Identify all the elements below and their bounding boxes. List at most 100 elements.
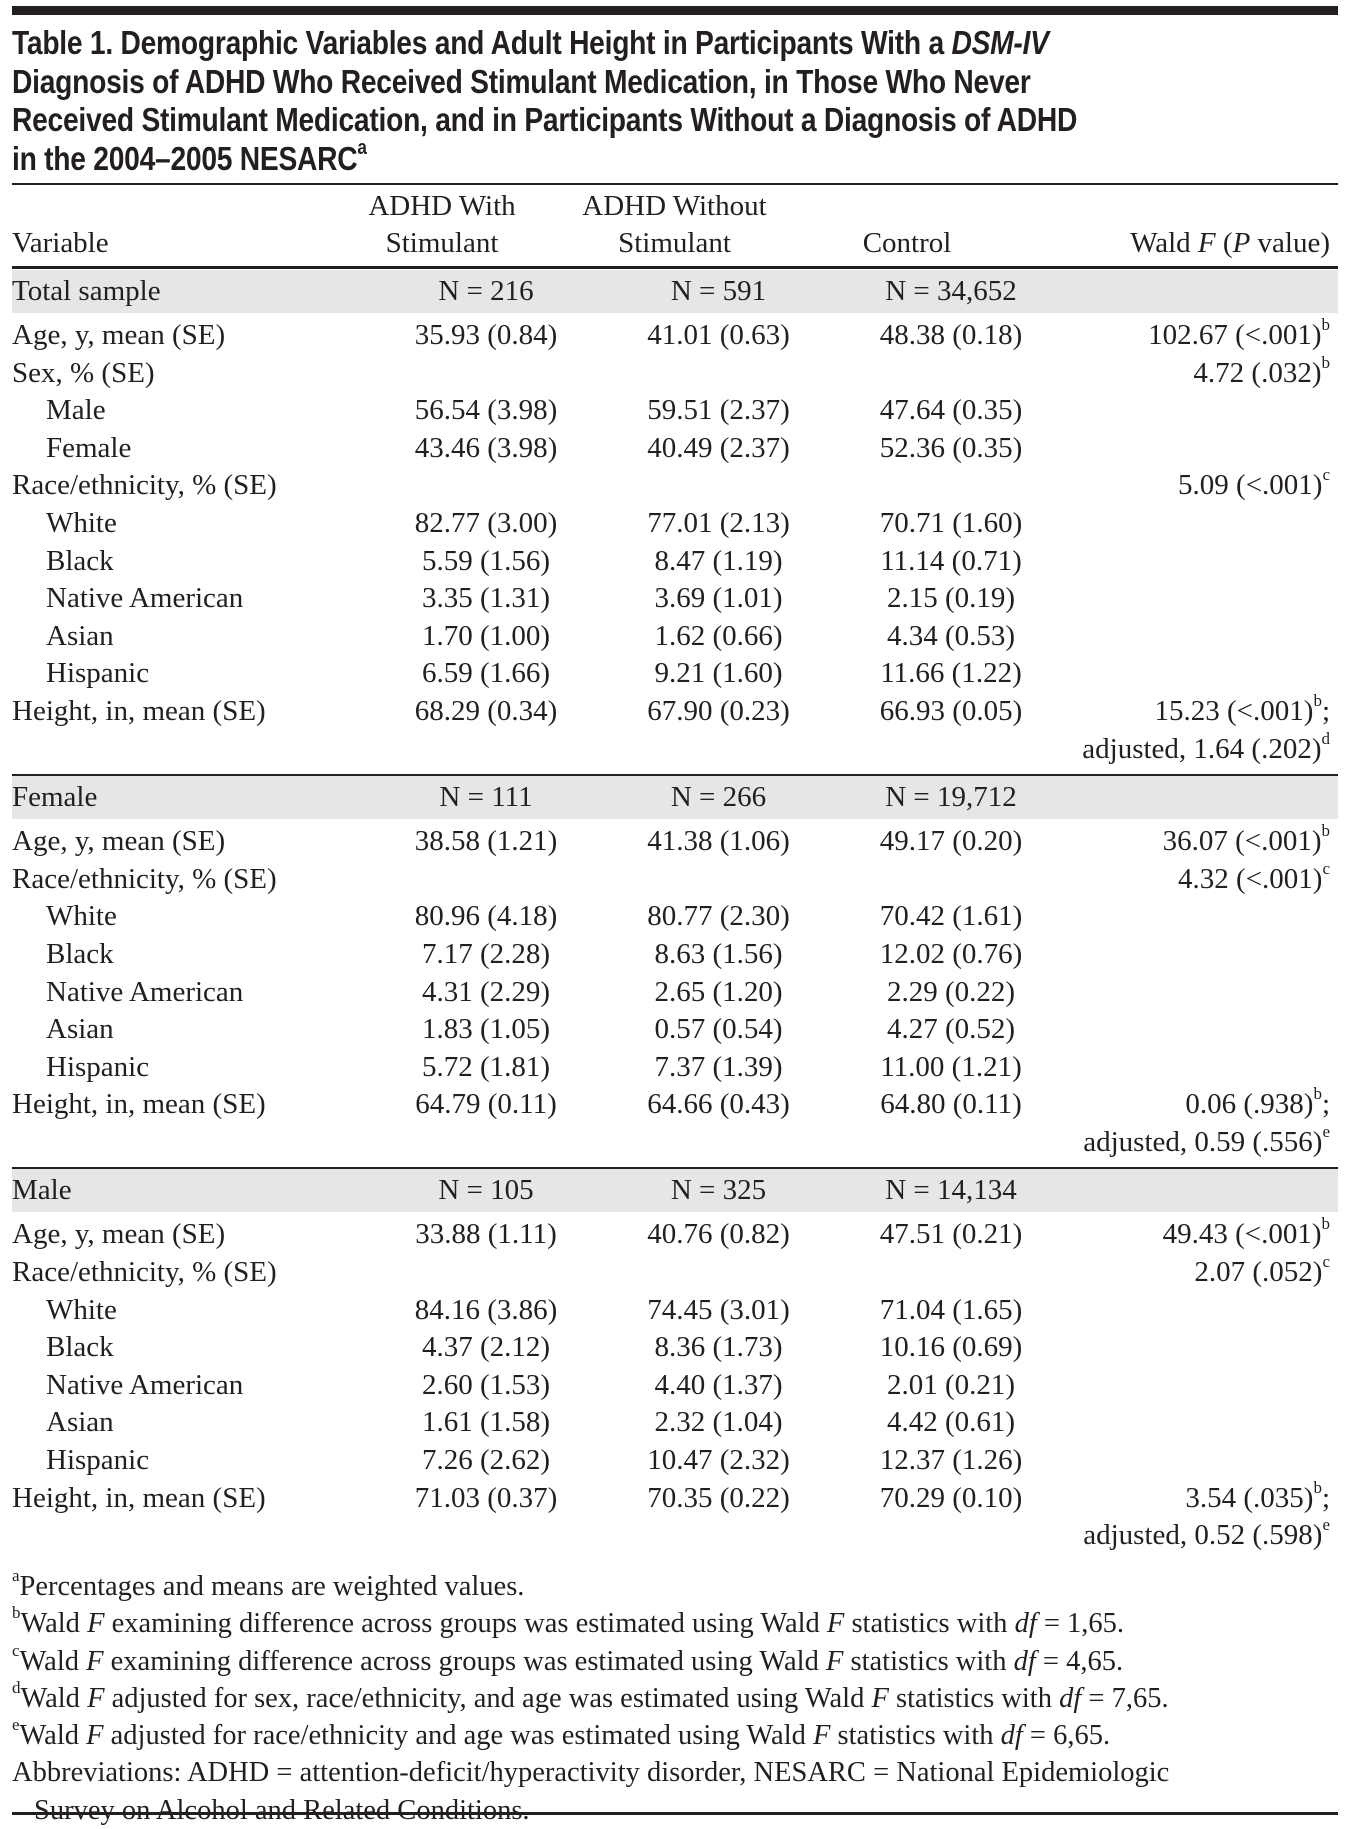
adhd-without-stimulant-value: 8.63 (1.56) bbox=[654, 937, 783, 970]
table-header: Variable ADHD With Stimulant ADHD Withou… bbox=[12, 188, 1338, 266]
header-adhd-with-stimulant: ADHD With Stimulant bbox=[342, 188, 542, 262]
variable-label: Female bbox=[46, 431, 132, 464]
adhd-with-stimulant-value: 64.79 (0.11) bbox=[415, 1088, 557, 1121]
n-count: N = 591 bbox=[586, 270, 851, 313]
text-segment: DSM-IV bbox=[951, 24, 1049, 61]
footnote-marker: d bbox=[12, 1677, 21, 1697]
footnote: bWald F examining difference across grou… bbox=[12, 1604, 1342, 1642]
adhd-with-stimulant-value: 38.58 (1.21) bbox=[414, 825, 558, 858]
adhd-without-stimulant-value: 2.65 (1.20) bbox=[654, 975, 783, 1008]
table-row: White 82.77 (3.00) 77.01 (2.13) 70.71 (1.60… bbox=[12, 505, 1338, 543]
wald-f-value bbox=[1051, 1404, 1338, 1442]
wald-line: 15.23 (<.001)b; bbox=[1051, 690, 1330, 731]
wald-text: 36.07 (<.001) bbox=[1162, 825, 1322, 858]
wald-text: ; bbox=[1321, 1481, 1330, 1514]
wald-f-value bbox=[1051, 936, 1338, 974]
title-line: Diagnosis of ADHD Who Received Stimulant… bbox=[12, 63, 1295, 102]
adhd-without-stimulant-value: 70.35 (0.22) bbox=[647, 1481, 790, 1514]
text-segment: Abbreviations: ADHD = attention-deficit/… bbox=[12, 1757, 1170, 1789]
table-row: Hispanic 5.72 (1.81) 7.37 (1.39) 11.00 (1.2… bbox=[12, 1049, 1338, 1087]
adhd-without-stimulant-value: 41.01 (0.63) bbox=[647, 319, 790, 351]
footnote-marker: c bbox=[12, 1640, 20, 1660]
control-value: 2.15 (0.19) bbox=[886, 582, 1016, 615]
text-segment: examining difference across groups was e… bbox=[103, 1645, 826, 1677]
empty-cell bbox=[1051, 270, 1338, 313]
divider-rule bbox=[12, 1167, 1338, 1170]
variable-label: Race/ethnicity, % (SE) bbox=[12, 469, 277, 502]
n-count: N = 34,652 bbox=[851, 270, 1051, 313]
control-value: 4.42 (0.61) bbox=[886, 1406, 1016, 1439]
wald-text: ; bbox=[1321, 1088, 1330, 1121]
text-segment: = 6,65. bbox=[1022, 1720, 1111, 1752]
footnote: aPercentages and means are weighted valu… bbox=[12, 1567, 1342, 1605]
text-segment: df bbox=[1014, 1608, 1037, 1640]
wald-line: 3.54 (.035)b; bbox=[1051, 1479, 1330, 1518]
table-row: Height, in, mean (SE) 71.03 (0.37) 70.35 (… bbox=[12, 1479, 1338, 1561]
header-wald-f: Wald F (P value) bbox=[1012, 225, 1330, 262]
text-segment: = 7,65. bbox=[1081, 1682, 1169, 1714]
wald-line: 36.07 (<.001)b bbox=[1051, 821, 1331, 861]
variable-label: Race/ethnicity, % (SE) bbox=[12, 862, 277, 895]
wald-text: adjusted, 1.64 (.202) bbox=[1082, 732, 1322, 765]
header-text: Wald bbox=[1130, 227, 1198, 259]
section-header-row: Male N = 105 N = 325 N = 14,134 bbox=[12, 1169, 1338, 1213]
n-count: N = 111 bbox=[386, 776, 586, 820]
footnote-marker: b bbox=[1313, 690, 1322, 710]
adhd-without-stimulant-value: 2.32 (1.04) bbox=[654, 1406, 783, 1439]
text-segment: statistics with bbox=[830, 1720, 1001, 1752]
adhd-with-stimulant-value: 7.26 (2.62) bbox=[421, 1444, 551, 1477]
header-text: ( bbox=[1215, 227, 1233, 259]
control-value: 4.34 (0.53) bbox=[886, 619, 1016, 652]
control-value bbox=[851, 355, 1051, 393]
wald-f-value bbox=[1051, 618, 1338, 656]
adhd-with-stimulant-value: 1.83 (1.05) bbox=[421, 1013, 551, 1046]
wald-f-value bbox=[1051, 1367, 1338, 1405]
variable-label: Black bbox=[46, 1331, 114, 1364]
variable-label: White bbox=[46, 1293, 117, 1326]
header-adhd-without-stimulant: ADHD Without Stimulant bbox=[542, 188, 807, 262]
adhd-with-stimulant-value bbox=[386, 355, 586, 393]
wald-text: 102.67 (<.001) bbox=[1148, 319, 1322, 351]
adhd-with-stimulant-value: 35.93 (0.84) bbox=[414, 319, 558, 351]
wald-f-value bbox=[1051, 543, 1338, 581]
control-value: 10.16 (0.69) bbox=[879, 1331, 1023, 1364]
wald-f-value bbox=[1051, 898, 1338, 936]
top-rule bbox=[12, 6, 1338, 15]
text-segment: adjusted for sex, race/ethnicity, and ag… bbox=[104, 1682, 872, 1714]
footnote-marker: c bbox=[1322, 858, 1330, 878]
wald-f-value: 102.67 (<.001)b bbox=[1051, 313, 1338, 355]
variable-label: Hispanic bbox=[46, 1050, 150, 1083]
adhd-without-stimulant-value: 74.45 (3.01) bbox=[647, 1293, 790, 1326]
n-count: N = 266 bbox=[586, 776, 851, 820]
text-segment: statistics with bbox=[843, 1645, 1014, 1677]
header-line: ADHD With bbox=[368, 190, 516, 222]
adhd-with-stimulant-value: 3.35 (1.31) bbox=[421, 582, 551, 615]
table-row: Age, y, mean (SE) 33.88 (1.11) 40.76 (0.82… bbox=[12, 1212, 1338, 1254]
header-control: Control bbox=[862, 227, 952, 259]
adhd-with-stimulant-value: 7.17 (2.28) bbox=[421, 937, 551, 970]
adhd-without-stimulant-value: 8.47 (1.19) bbox=[654, 544, 783, 577]
adhd-without-stimulant-value: 80.77 (2.30) bbox=[647, 900, 790, 933]
adhd-without-stimulant-value: 40.49 (2.37) bbox=[647, 431, 790, 464]
adhd-with-stimulant-value: 5.59 (1.56) bbox=[421, 544, 551, 577]
control-value bbox=[851, 467, 1051, 505]
variable-label: Age, y, mean (SE) bbox=[12, 319, 226, 351]
text-segment: F bbox=[86, 1720, 104, 1752]
footnote-marker: b bbox=[1321, 821, 1331, 841]
wald-text: 2.07 (.052) bbox=[1194, 1256, 1323, 1289]
adhd-without-stimulant-value: 8.36 (1.73) bbox=[654, 1331, 783, 1364]
text-segment: F bbox=[86, 1645, 104, 1677]
header-rule bbox=[12, 266, 1338, 269]
wald-f-value bbox=[1051, 505, 1338, 543]
variable-label: Native American bbox=[46, 975, 244, 1008]
text-segment: = 4,65. bbox=[1035, 1645, 1124, 1677]
wald-line: 4.72 (.032)b bbox=[1051, 354, 1330, 393]
adhd-without-stimulant-value bbox=[586, 355, 851, 393]
wald-text: 0.06 (.938) bbox=[1185, 1088, 1314, 1121]
title-line: Received Stimulant Medication, and in Pa… bbox=[12, 101, 1295, 140]
wald-f-value bbox=[1051, 1442, 1338, 1480]
adhd-with-stimulant-value: 56.54 (3.98) bbox=[414, 394, 558, 427]
table-row: Asian 1.70 (1.00) 1.62 (0.66) 4.34 (0.53) bbox=[12, 618, 1338, 656]
variable-label: Male bbox=[46, 394, 106, 427]
wald-f-value: 2.07 (.052)c bbox=[1051, 1253, 1338, 1292]
